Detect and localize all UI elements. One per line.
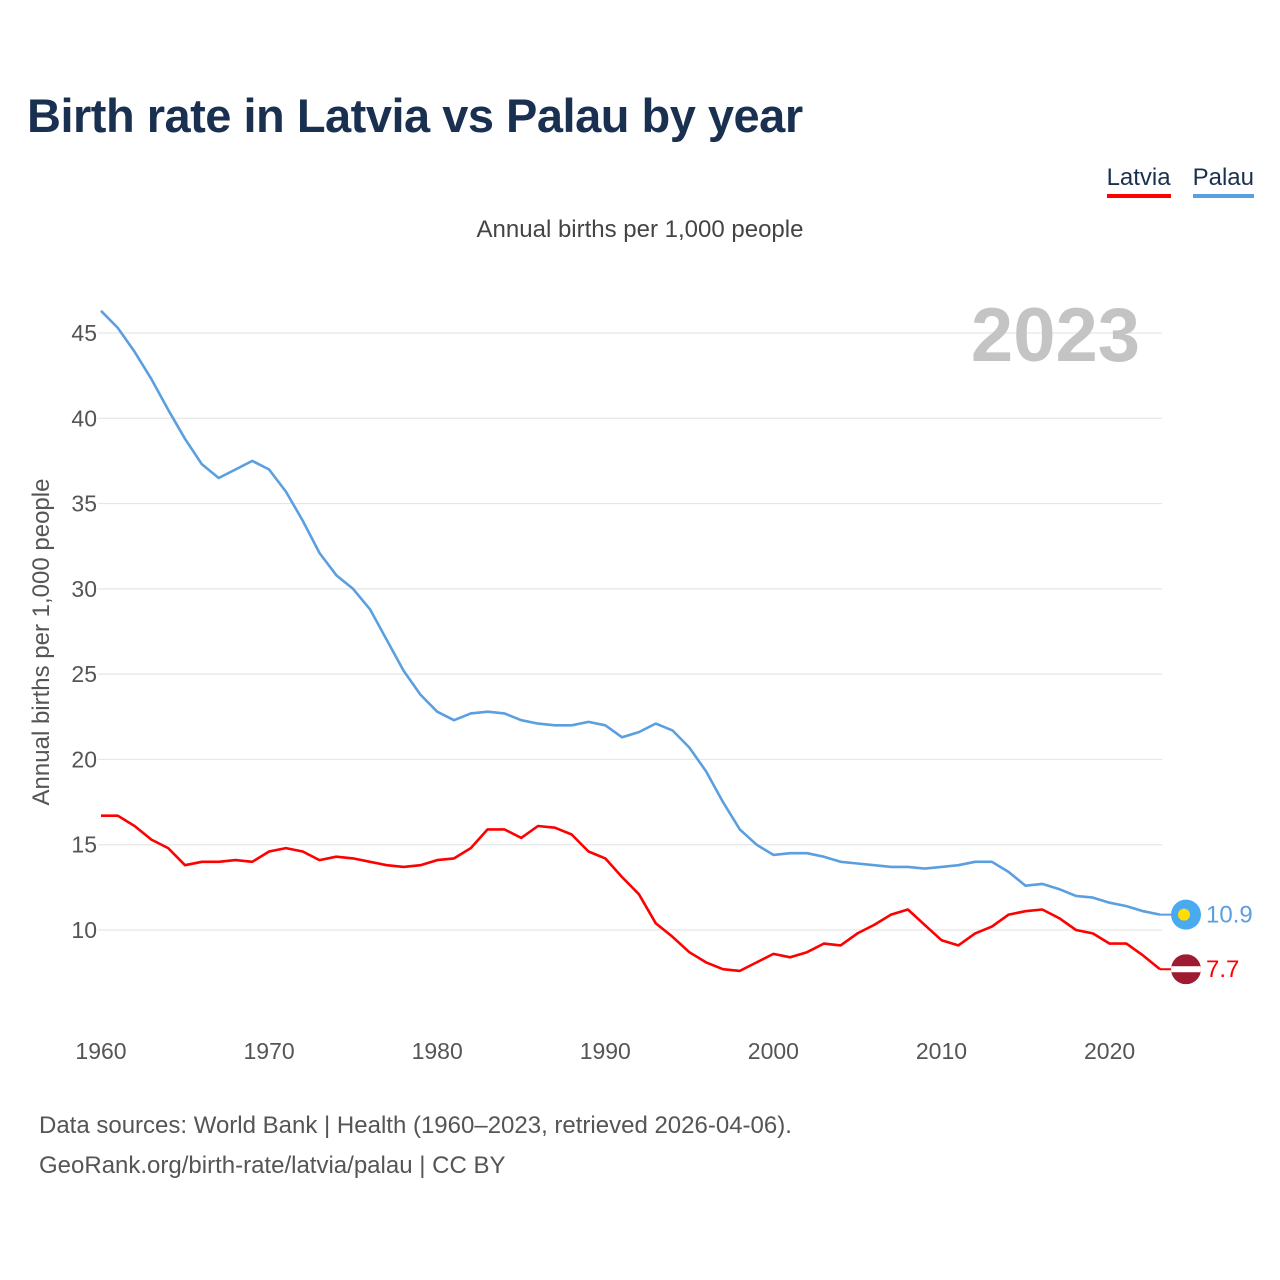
- series-line-palau: [100, 309, 1161, 916]
- y-tick-label-10: 10: [71, 917, 97, 943]
- y-tick-label-45: 45: [71, 320, 97, 346]
- chart-subtitle: Annual births per 1,000 people: [476, 216, 804, 243]
- y-tick-label-35: 35: [71, 491, 97, 517]
- flag-palau-disc: [1178, 908, 1190, 921]
- flag-latvia-icon: [1171, 954, 1201, 985]
- x-tick-label-2000: 2000: [748, 1038, 799, 1064]
- legend: Latvia Palau: [1106, 164, 1254, 198]
- x-tick-label-1960: 1960: [75, 1038, 126, 1064]
- y-tick-label-30: 30: [71, 576, 97, 602]
- source-line-2[interactable]: GeoRank.org/birth-rate/latvia/palau | CC…: [39, 1152, 506, 1179]
- source-note: Data sources: World Bank | Health (1960–…: [39, 1106, 792, 1186]
- y-tick-label-20: 20: [71, 746, 97, 772]
- x-tick-label-1990: 1990: [580, 1038, 631, 1064]
- x-tick-label-2010: 2010: [916, 1038, 967, 1064]
- year-label: 2023: [971, 293, 1140, 378]
- y-tick-label-15: 15: [71, 832, 97, 858]
- x-tick-label-1980: 1980: [412, 1038, 463, 1064]
- x-tick-label-2020: 2020: [1084, 1038, 1135, 1064]
- legend-item-latvia[interactable]: Latvia: [1106, 164, 1171, 198]
- y-tick-label-40: 40: [71, 405, 97, 431]
- end-value-label-latvia: 7.7: [1206, 956, 1239, 983]
- chart-title: Birth rate in Latvia vs Palau by year: [27, 89, 803, 142]
- source-line-1: Data sources: World Bank | Health (1960–…: [39, 1112, 792, 1139]
- legend-item-palau[interactable]: Palau: [1192, 164, 1254, 198]
- series-line-latvia: [101, 814, 1161, 973]
- end-value-label-palau: 10.9: [1206, 902, 1253, 929]
- x-tick-label-1970: 1970: [244, 1038, 295, 1064]
- y-tick-label-25: 25: [71, 661, 97, 687]
